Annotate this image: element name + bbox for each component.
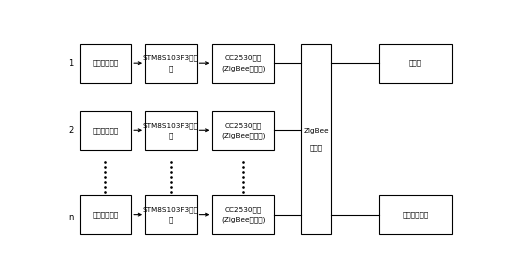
Bar (145, 195, 197, 234)
Text: STM8S103F3微处: STM8S103F3微处 (143, 122, 199, 129)
Bar (80, 44, 131, 82)
Bar (80, 111, 131, 150)
Text: 1: 1 (68, 59, 74, 68)
Text: 监测水传感器: 监测水传感器 (92, 211, 119, 218)
Text: ZigBee: ZigBee (304, 128, 329, 134)
Bar (213, 44, 274, 82)
Bar (145, 44, 197, 82)
Text: CC2530底板: CC2530底板 (224, 206, 262, 213)
Text: 2: 2 (68, 126, 74, 135)
Text: 协调器: 协调器 (310, 144, 323, 151)
Text: 理: 理 (169, 132, 173, 139)
Text: 数据库服务器: 数据库服务器 (402, 211, 428, 218)
Text: (ZigBee子节点): (ZigBee子节点) (221, 216, 265, 223)
Bar (301, 44, 331, 234)
Text: CC2530底板: CC2530底板 (224, 55, 262, 62)
Text: (ZigBee子节点): (ZigBee子节点) (221, 132, 265, 139)
Text: STM8S103F3微处: STM8S103F3微处 (143, 206, 199, 213)
Text: CC2530底板: CC2530底板 (224, 122, 262, 129)
Bar (80, 195, 131, 234)
Bar (379, 44, 452, 82)
Bar (213, 195, 274, 234)
Text: 理: 理 (169, 65, 173, 72)
Text: STM8S103F3微处: STM8S103F3微处 (143, 55, 199, 62)
Text: 监测水传感器: 监测水传感器 (92, 127, 119, 134)
Bar (379, 195, 452, 234)
Text: (ZigBee子节点): (ZigBee子节点) (221, 65, 265, 72)
Bar (213, 111, 274, 150)
Bar (145, 111, 197, 150)
Text: n: n (68, 213, 74, 222)
Text: 客户端: 客户端 (409, 60, 422, 67)
Text: 监测水传感器: 监测水传感器 (92, 60, 119, 67)
Text: 理: 理 (169, 216, 173, 223)
